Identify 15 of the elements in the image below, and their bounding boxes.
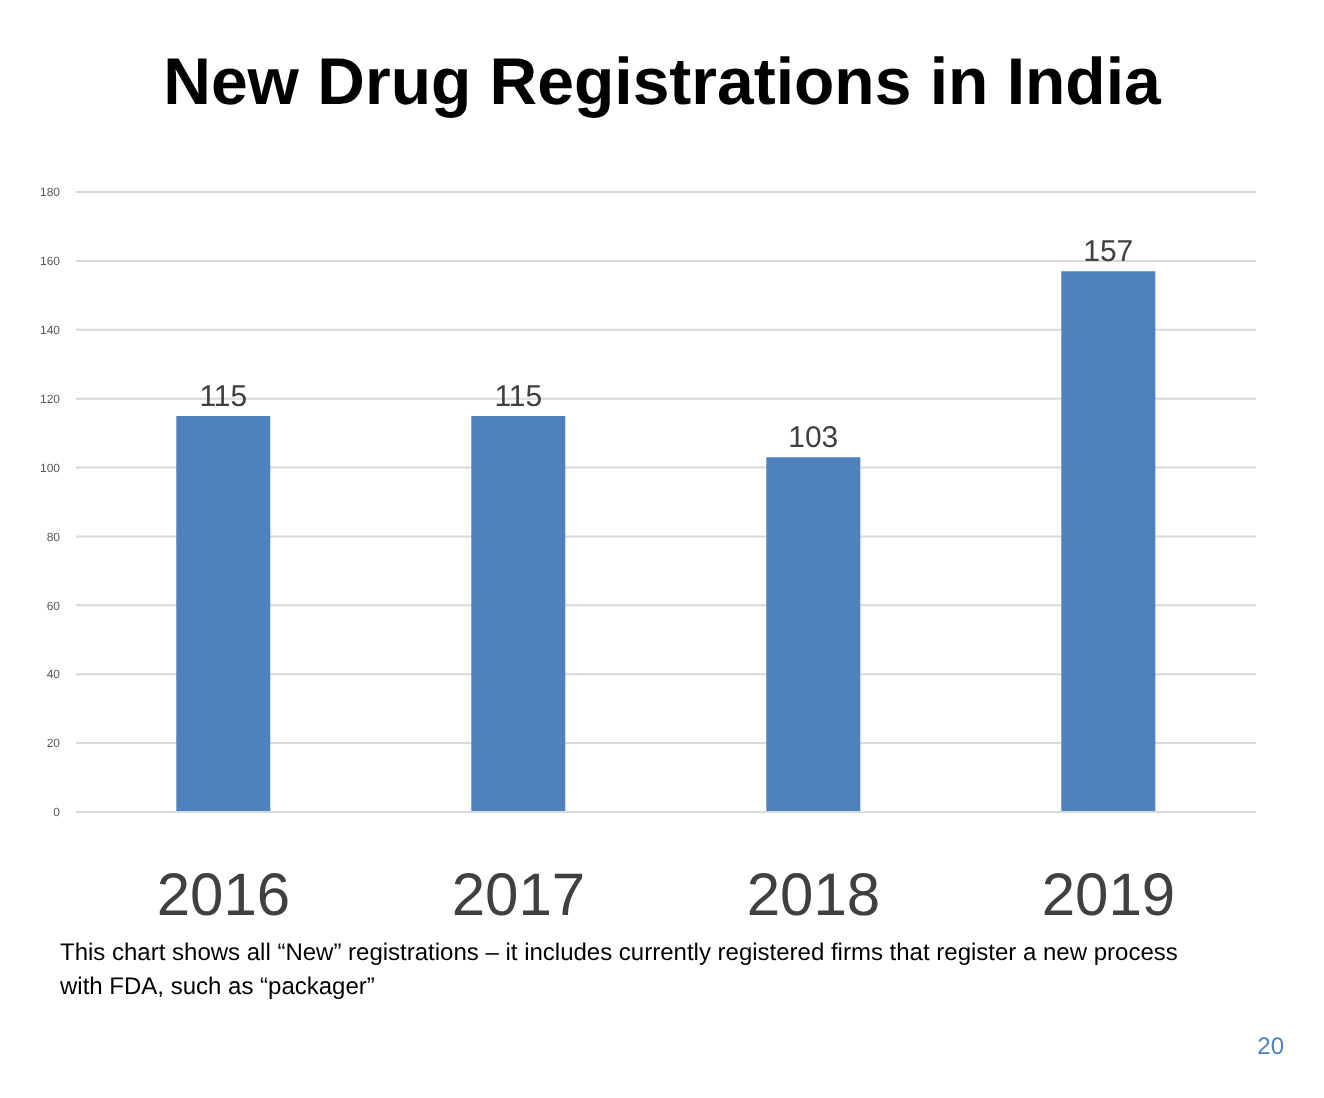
bar xyxy=(1061,271,1156,812)
data-label: 115 xyxy=(199,379,248,414)
x-tick-label: 2016 xyxy=(156,862,291,929)
data-label: 115 xyxy=(494,379,543,414)
text: 20 xyxy=(1257,1032,1284,1060)
text: This chart shows all “New” registrations – it includes currently registered firms that register a new process with FDA, such as “packager” xyxy=(60,936,1180,1004)
x-tick-label: 2018 xyxy=(746,862,881,929)
data-label: 157 xyxy=(1083,235,1134,270)
x-tick-label: 2017 xyxy=(451,862,586,929)
bar xyxy=(471,415,566,812)
bar xyxy=(176,415,271,812)
chart-title: New Drug Registrations in India xyxy=(161,44,1163,120)
data-label: 103 xyxy=(788,421,839,456)
bar xyxy=(766,457,861,812)
x-tick-label: 2019 xyxy=(1041,862,1176,929)
